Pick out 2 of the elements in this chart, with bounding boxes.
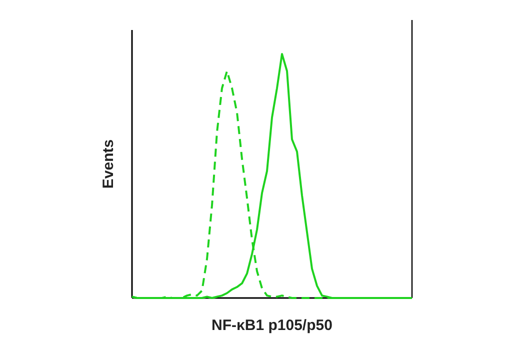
x-axis-title: NF-κB1 p105/p50 [212, 317, 332, 334]
y-axis-title: Events [100, 139, 117, 189]
